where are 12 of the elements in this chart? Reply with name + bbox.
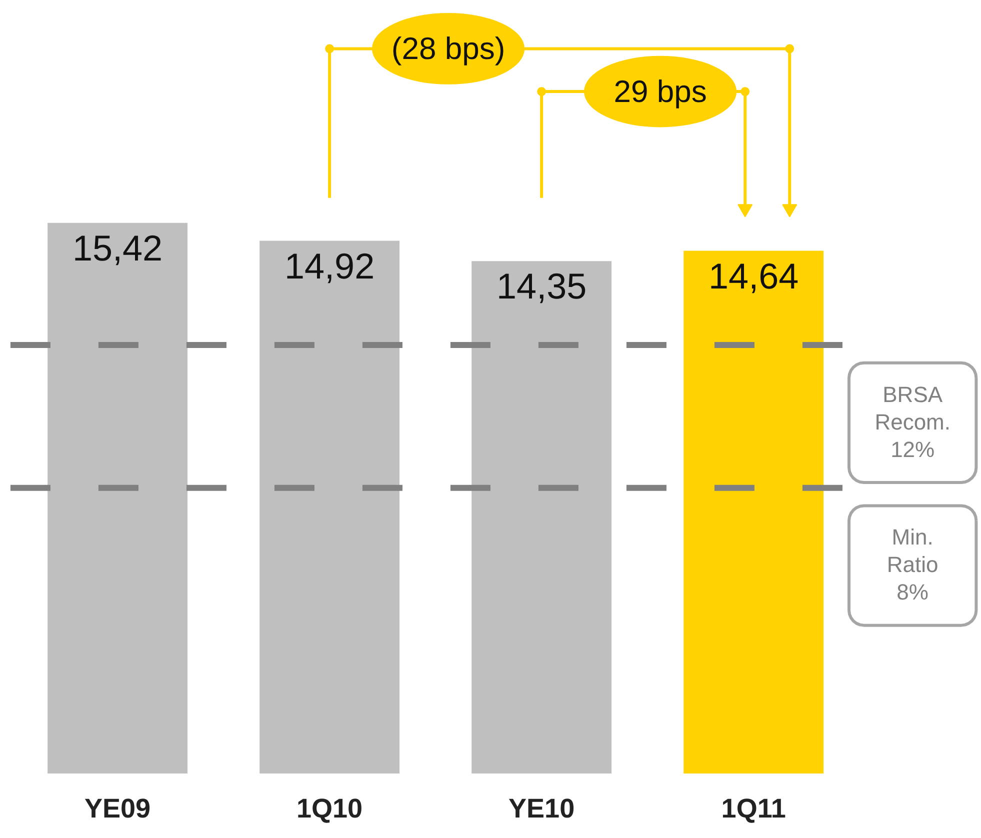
x-tick-label: YE09 xyxy=(84,794,151,824)
ref-line-label: BRSA Recom. 12% xyxy=(874,382,950,462)
data-label: 14,35 xyxy=(496,266,587,307)
data-label: 14,64 xyxy=(708,255,799,296)
ref-line-label: Min. Ratio 8% xyxy=(886,524,938,605)
data-label: 14,92 xyxy=(284,245,375,286)
text: (28 bps) xyxy=(391,31,506,66)
x-tick-label: 1Q11 xyxy=(721,794,786,824)
text: 29 bps xyxy=(614,74,707,110)
x-tick-label: YE10 xyxy=(508,794,575,824)
x-tick-label: 1Q10 xyxy=(296,794,363,824)
data-label: 15,42 xyxy=(72,227,163,268)
